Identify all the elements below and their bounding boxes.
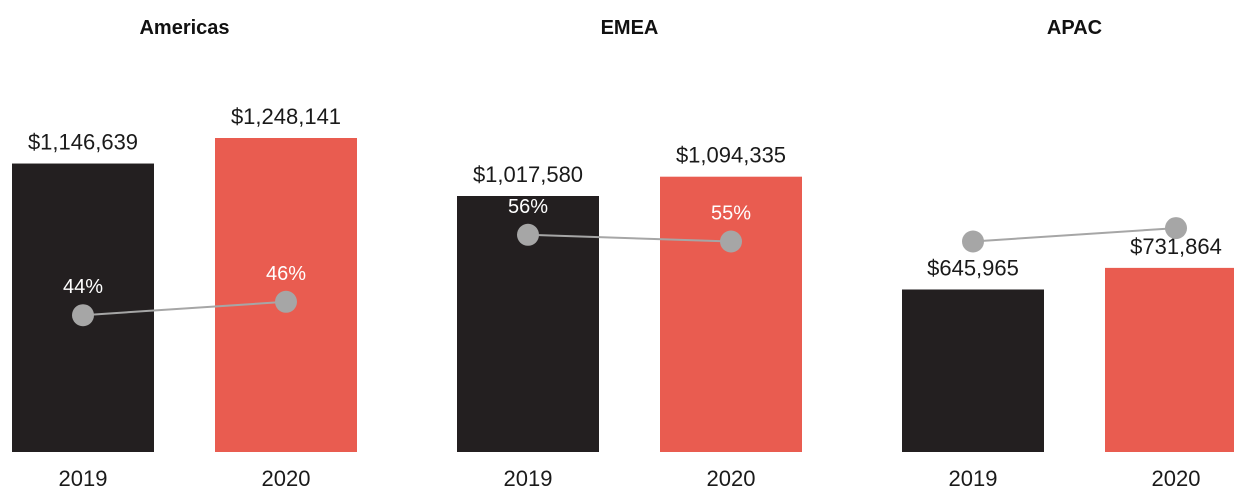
category-label: 2019	[949, 466, 998, 491]
category-label: 2019	[59, 466, 108, 491]
ratio-label: 55%	[711, 203, 751, 225]
bar-2020	[1105, 267, 1234, 452]
category-label: 2020	[262, 466, 311, 491]
panel-title: Americas	[139, 17, 229, 39]
panel-title: EMEA	[601, 17, 659, 39]
panel-emea: EMEA $1,017,580 2019 $1,094,335 2020 56% 55%	[457, 17, 802, 491]
bar-value-label: $1,248,141	[231, 104, 341, 129]
ratio-marker	[962, 230, 984, 253]
category-label: 2019	[504, 466, 553, 491]
ratio-line	[82, 300, 287, 317]
bar-value-label: $1,017,580	[473, 162, 583, 187]
panel-americas: Americas $1,146,639 2019 $1,248,141 2020 44% 4…	[12, 17, 357, 491]
bar-value-label: $1,146,639	[28, 130, 138, 155]
bar-value-label: $645,965	[927, 255, 1019, 280]
ratio-marker	[720, 230, 742, 253]
bar-2019	[902, 289, 1044, 452]
category-label: 2020	[707, 466, 756, 491]
ratio-marker	[517, 223, 539, 246]
panel-title: APAC	[1047, 17, 1102, 39]
ratio-label: 56%	[508, 196, 548, 218]
ratio-label: 46%	[266, 263, 306, 285]
bar-2020	[660, 176, 802, 453]
ratio-marker	[1165, 217, 1187, 240]
ratio-label: 57%	[1156, 189, 1196, 211]
ratio-line	[972, 227, 1177, 243]
bar-value-label: $1,094,335	[676, 143, 786, 168]
ratio-marker	[72, 304, 94, 327]
ratio-label: 55%	[953, 203, 993, 225]
ratio-line	[527, 233, 732, 243]
ratio-label: 44%	[63, 276, 103, 298]
ratio-marker	[275, 290, 297, 313]
category-label: 2020	[1152, 466, 1201, 491]
